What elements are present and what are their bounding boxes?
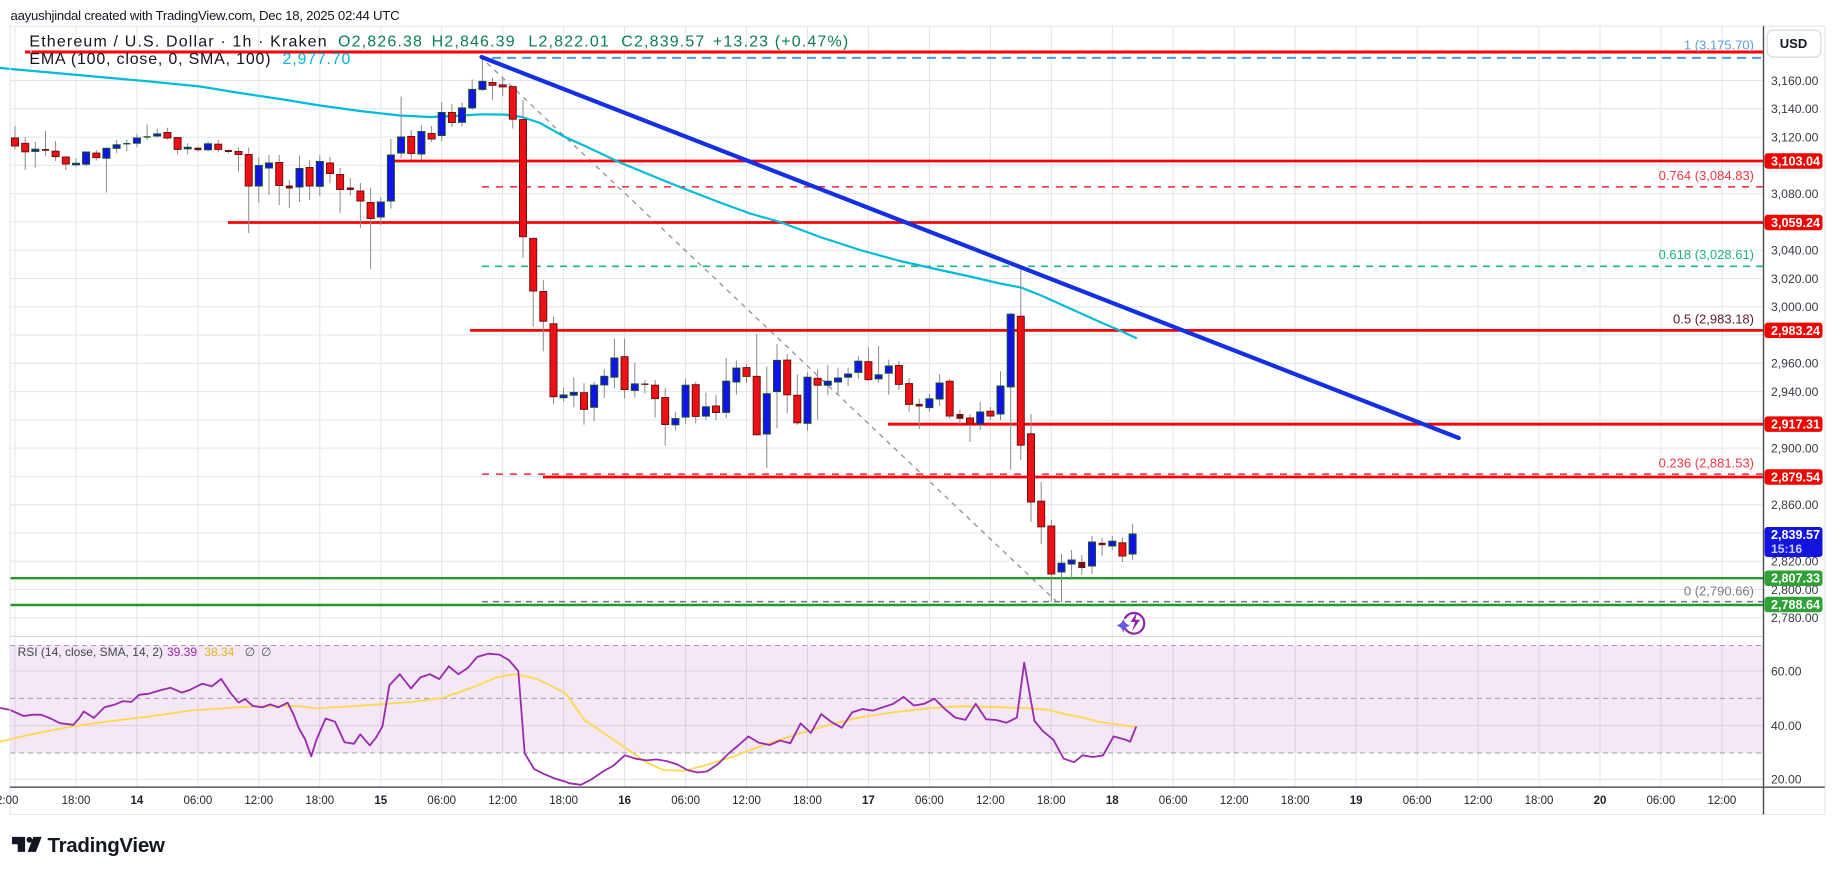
- svg-text:1 (3,175.70): 1 (3,175.70): [1684, 38, 1754, 53]
- svg-text:12:00: 12:00: [1464, 795, 1493, 807]
- svg-text:TradingView: TradingView: [48, 834, 165, 857]
- svg-text:0 (2,790.66): 0 (2,790.66): [1684, 584, 1754, 599]
- svg-text:15: 15: [374, 795, 387, 807]
- svg-text:17: 17: [862, 795, 875, 807]
- svg-text:2,917.31: 2,917.31: [1771, 418, 1820, 432]
- svg-text:06:00: 06:00: [1403, 795, 1432, 807]
- svg-text:2,960.00: 2,960.00: [1771, 357, 1819, 371]
- svg-text:3,020.00: 3,020.00: [1771, 272, 1819, 286]
- svg-text:0.764 (3,084.83): 0.764 (3,084.83): [1659, 168, 1754, 183]
- svg-text:60.00: 60.00: [1771, 664, 1802, 678]
- svg-text:3,080.00: 3,080.00: [1771, 187, 1819, 201]
- svg-text:3,059.24: 3,059.24: [1771, 216, 1820, 230]
- svg-text:15:16: 15:16: [1771, 542, 1802, 556]
- svg-text:RSI (14, close, SMA, 14, 2)39.: RSI (14, close, SMA, 14, 2) 39.39 38.34 ∅ ∅: [18, 645, 272, 659]
- svg-text:2,788.64: 2,788.64: [1771, 598, 1820, 612]
- svg-text:2,940.00: 2,940.00: [1771, 385, 1819, 399]
- svg-text:2,800.00: 2,800.00: [1771, 583, 1819, 597]
- svg-text:aayushjindal created with Trad: aayushjindal created with TradingView.co…: [11, 8, 401, 23]
- svg-text:18:00: 18:00: [1281, 795, 1310, 807]
- svg-text:3,160.00: 3,160.00: [1771, 74, 1819, 88]
- svg-text:2,900.00: 2,900.00: [1771, 441, 1819, 455]
- svg-text:2,839.57: 2,839.57: [1771, 528, 1820, 542]
- svg-text:18:00: 18:00: [1037, 795, 1066, 807]
- svg-text:12:00: 12:00: [976, 795, 1005, 807]
- svg-text:18:00: 18:00: [1525, 795, 1554, 807]
- svg-text:EMA (100, close, 0, SMA, 100)2: EMA (100, close, 0, SMA, 100) 2,977.70: [29, 51, 351, 68]
- svg-text:20.00: 20.00: [1771, 773, 1802, 787]
- svg-text:2,860.00: 2,860.00: [1771, 498, 1819, 512]
- svg-text:12:00: 12:00: [488, 795, 517, 807]
- svg-text:3,120.00: 3,120.00: [1771, 130, 1819, 144]
- svg-text:12:00: 12:00: [244, 795, 273, 807]
- svg-text:40.00: 40.00: [1771, 719, 1802, 733]
- svg-text:06:00: 06:00: [184, 795, 213, 807]
- svg-text:USD: USD: [1780, 36, 1807, 51]
- svg-text:12:00: 12:00: [732, 795, 761, 807]
- svg-text:06:00: 06:00: [427, 795, 456, 807]
- svg-text:16: 16: [618, 795, 631, 807]
- svg-text:2,807.33: 2,807.33: [1771, 572, 1820, 586]
- svg-text:06:00: 06:00: [1647, 795, 1676, 807]
- svg-text:06:00: 06:00: [671, 795, 700, 807]
- svg-text:12:00: 12:00: [0, 795, 18, 807]
- svg-text:06:00: 06:00: [1159, 795, 1188, 807]
- svg-text:14: 14: [131, 795, 144, 807]
- svg-text:0.236 (2,881.53): 0.236 (2,881.53): [1659, 456, 1754, 471]
- svg-text:12:00: 12:00: [1220, 795, 1249, 807]
- svg-text:19: 19: [1350, 795, 1363, 807]
- svg-text:18:00: 18:00: [549, 795, 578, 807]
- svg-text:0.618 (3,028.61): 0.618 (3,028.61): [1659, 247, 1754, 262]
- svg-text:2,780.00: 2,780.00: [1771, 611, 1819, 625]
- svg-text:3,040.00: 3,040.00: [1771, 244, 1819, 258]
- svg-text:20: 20: [1594, 795, 1607, 807]
- svg-text:0.5 (2,983.18): 0.5 (2,983.18): [1673, 312, 1754, 327]
- svg-text:2,983.24: 2,983.24: [1771, 324, 1820, 338]
- svg-text:18:00: 18:00: [62, 795, 91, 807]
- svg-text:3,140.00: 3,140.00: [1771, 102, 1819, 116]
- svg-text:3,103.04: 3,103.04: [1771, 155, 1820, 169]
- svg-text:3,000.00: 3,000.00: [1771, 300, 1819, 314]
- svg-text:2,879.54: 2,879.54: [1771, 471, 1820, 485]
- svg-text:18:00: 18:00: [305, 795, 334, 807]
- svg-text:18:00: 18:00: [793, 795, 822, 807]
- svg-text:12:00: 12:00: [1708, 795, 1737, 807]
- svg-text:18: 18: [1106, 795, 1119, 807]
- svg-text:06:00: 06:00: [915, 795, 944, 807]
- svg-text:2,820.00: 2,820.00: [1771, 555, 1819, 569]
- svg-text:Ethereum / U.S. Dollar · 1h ·: Ethereum / U.S. Dollar · 1h · Kraken O2,8…: [29, 33, 849, 50]
